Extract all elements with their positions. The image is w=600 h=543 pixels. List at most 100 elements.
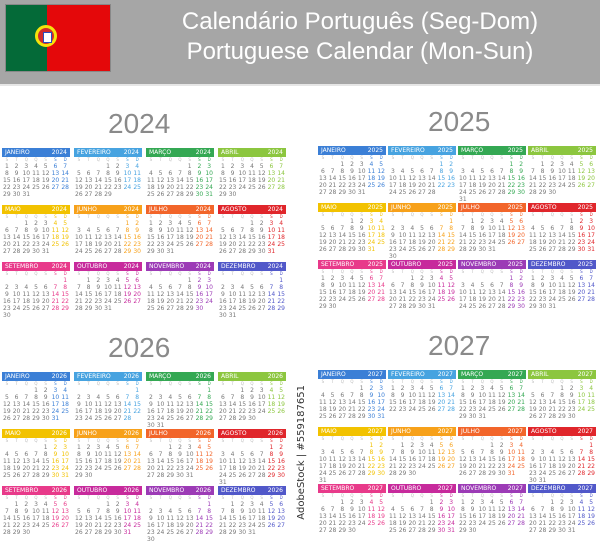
day-cell: 14 <box>497 289 506 296</box>
month-year: 2027 <box>507 485 523 492</box>
day-cell: 31 <box>228 312 237 319</box>
day-cell: 4 <box>168 508 173 515</box>
month-year: 2025 <box>507 147 523 154</box>
day-cell: 26 <box>357 296 366 303</box>
day-cell: 15 <box>205 515 213 522</box>
day-cell: 16 <box>133 234 141 241</box>
day-cell: 17 <box>357 513 366 520</box>
day-cell: 2 <box>470 499 475 506</box>
day-cell: 11 <box>558 282 566 289</box>
day-cell: 18 <box>267 401 276 408</box>
day-cell: 11 <box>248 170 256 177</box>
weekday-label: S <box>570 379 573 384</box>
month-name: FEVEREIRO <box>77 149 111 156</box>
weekday-label: Q <box>34 157 38 162</box>
day-cell: 8 <box>400 449 405 456</box>
day-cell: 6 <box>279 501 284 508</box>
day-cell: 4 <box>230 451 235 458</box>
day-cell: 27 <box>538 413 547 420</box>
day-cell: 26 <box>459 470 467 477</box>
weekday-label: S <box>260 214 263 219</box>
day-cell: 7 <box>579 449 584 456</box>
day-cell: 12 <box>219 234 227 241</box>
day-cell: 1 <box>250 220 254 227</box>
day-cell: 24 <box>587 239 595 246</box>
weekday-label: S <box>5 381 9 386</box>
day-cell: 29 <box>84 305 93 312</box>
day-cell: 9 <box>350 506 354 513</box>
day-cell: 13 <box>248 458 256 465</box>
day-cell: 25 <box>517 463 525 470</box>
day-cell: 29 <box>447 246 455 253</box>
weekday-label: S <box>149 381 153 386</box>
day-cell: 8 <box>410 282 415 289</box>
day-cell: 9 <box>420 282 424 289</box>
weekday-label: Q <box>168 271 172 276</box>
day-cell: 31 <box>357 189 366 196</box>
day-cell: 16 <box>3 298 11 305</box>
month-name: AGOSTO <box>531 204 557 211</box>
day-cell: 4 <box>369 499 374 506</box>
day-cell: 16 <box>94 291 103 298</box>
weekday-label: T <box>231 438 234 443</box>
day-cell: 31 <box>459 196 467 203</box>
day-cell: 11 <box>133 508 141 515</box>
day-cell: 16 <box>367 399 376 406</box>
watermark: AdobeStock | #559187651 <box>296 385 307 520</box>
day-cell: 2 <box>519 161 524 168</box>
weekday-label: Q <box>250 214 254 219</box>
day-cell: 12 <box>12 458 21 465</box>
day-cell: 13 <box>319 175 327 182</box>
weekday-label: T <box>541 379 544 384</box>
weekday-label: Q <box>410 269 414 274</box>
day-cell: 24 <box>538 470 547 477</box>
day-cell: 1 <box>135 387 140 394</box>
day-cell: 22 <box>228 522 237 529</box>
weekday-label: S <box>260 495 263 500</box>
weekday-label: S <box>77 271 81 276</box>
day-cell: 28 <box>478 470 487 477</box>
month-agosto: AGOSTO 2024 S T Q Q S S D 1 2 3 4 5 6 7 8 9 10 11 12 13 14 15 16… <box>218 205 286 255</box>
month-year: 2027 <box>367 371 383 378</box>
month-abril: ABRIL 2025 S T Q Q S S D 1 2 3 4 5 6 7 8 9 10 11 12 13 14 15 16 1… <box>528 146 596 196</box>
weekday-label: Q <box>550 493 554 498</box>
day-cell: 4 <box>4 451 9 458</box>
day-cell: 7 <box>178 284 182 291</box>
day-cell: 15 <box>205 401 213 408</box>
day-cell: 26 <box>567 296 576 303</box>
weekday-label: D <box>449 155 453 160</box>
day-cell: 8 <box>63 284 68 291</box>
day-cell: 5 <box>178 508 182 515</box>
day-cell: 15 <box>185 177 194 184</box>
day-cell: 31 <box>267 248 276 255</box>
day-cell: 25 <box>248 184 256 191</box>
day-cell: 6 <box>410 506 415 513</box>
month-fevereiro: FEVEREIRO 2025 S T Q Q S S D 1 2 3 4 5 6 7 8 9 10 11 12 13 14 1… <box>388 146 456 196</box>
day-cell: 22 <box>507 182 516 189</box>
day-cell: 25 <box>176 241 184 248</box>
day-cell: 31 <box>367 246 376 253</box>
month-name: NOVEMBRO <box>149 263 185 270</box>
day-cell: 30 <box>12 191 21 198</box>
day-cell: 19 <box>205 458 213 465</box>
day-cell: 2 <box>86 444 91 451</box>
day-cell: 3 <box>250 501 254 508</box>
day-cell: 21 <box>61 177 69 184</box>
day-cell: 1 <box>509 161 514 168</box>
day-cell: 8 <box>509 282 514 289</box>
day-cell: 15 <box>248 234 256 241</box>
month-março: MARÇO 2027 S T Q Q S S D 1 2 3 4 5 6 7 8 9 10 11 12 13 14 15 16 1… <box>458 370 526 420</box>
day-cell: 13 <box>61 508 69 515</box>
day-cell: 24 <box>205 184 213 191</box>
day-cell: 1 <box>589 442 594 449</box>
day-cell: 12 <box>377 506 385 513</box>
day-cell: 20 <box>348 463 356 470</box>
day-cell: 16 <box>75 408 83 415</box>
weekday-label: Q <box>420 212 424 217</box>
day-cell: 7 <box>240 227 245 234</box>
day-cell: 13 <box>133 284 141 291</box>
weekday-label: D <box>379 493 383 498</box>
day-cell: 8 <box>14 508 19 515</box>
day-cell: 13 <box>367 282 376 289</box>
day-cell: 20 <box>507 513 516 520</box>
